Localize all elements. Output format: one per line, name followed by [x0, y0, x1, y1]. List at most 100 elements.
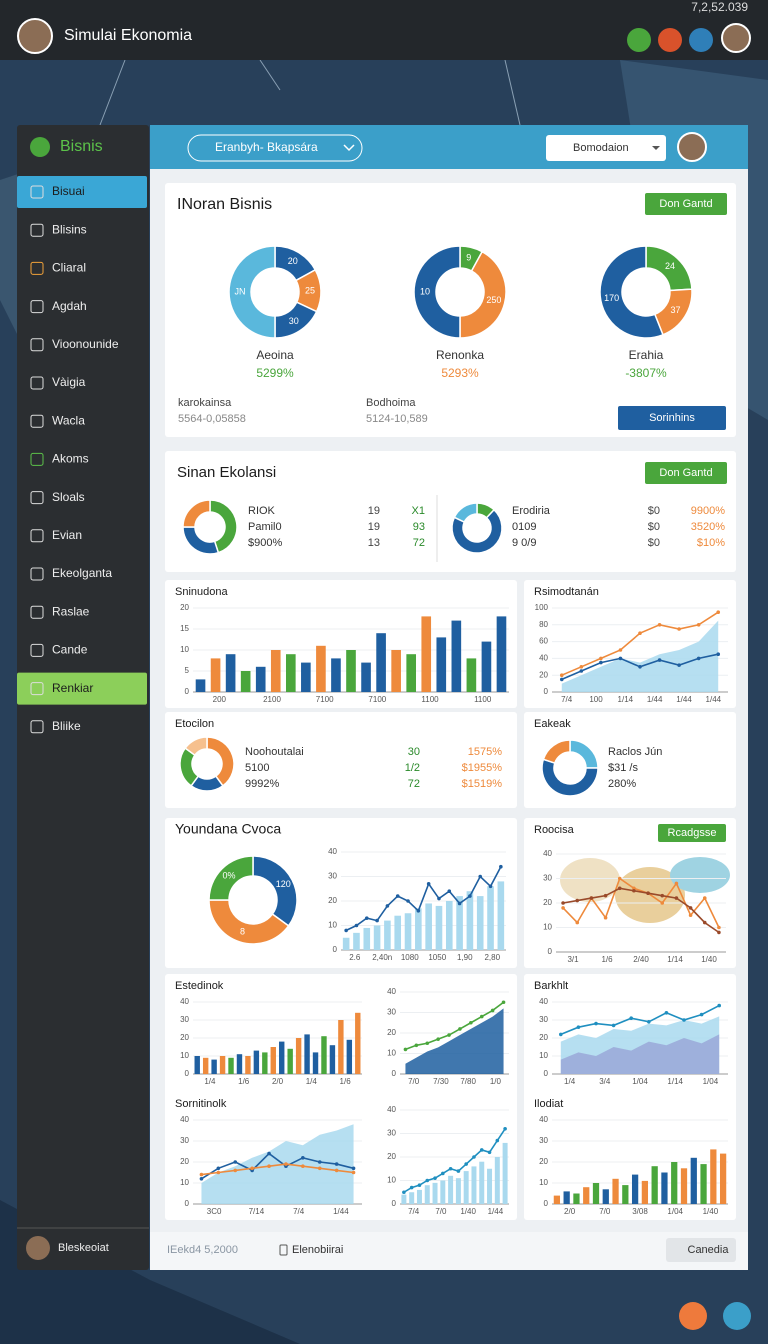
avatar[interactable]	[17, 18, 53, 54]
x-tick-label: 200	[213, 695, 227, 704]
bar	[394, 915, 402, 950]
point	[594, 1021, 598, 1026]
y-tick-label: 40	[180, 1115, 189, 1124]
card-button-label[interactable]: Rcadgsse	[668, 827, 717, 839]
nav-item[interactable]: Vioonounide	[52, 337, 119, 351]
bar	[287, 1048, 293, 1074]
y-tick-label: 0	[544, 1069, 549, 1078]
nav-item[interactable]: Agdah	[52, 299, 87, 313]
x-tick-label: 1/44	[488, 1207, 504, 1216]
point	[334, 1168, 339, 1173]
primary-button[interactable]	[618, 406, 726, 430]
donut-slice	[208, 855, 254, 901]
y-tick-label: 0	[544, 1199, 549, 1208]
legend-text: $31 /s	[608, 762, 638, 774]
x-tick-label: 1/04	[667, 1207, 683, 1216]
file-name: Elenobiirai	[292, 1244, 343, 1256]
x-tick-label: 7/0	[599, 1207, 611, 1216]
legend-text: 13	[368, 537, 380, 549]
fab[interactable]	[679, 1302, 707, 1330]
primary-button-label[interactable]: Sorinhins	[649, 412, 695, 424]
legend-text: $10%	[697, 537, 725, 549]
donut-caption: Aeoina	[256, 348, 294, 362]
point	[479, 1014, 484, 1019]
point	[490, 1008, 495, 1013]
card-button[interactable]	[645, 462, 727, 484]
y-tick-label: 20	[328, 896, 337, 905]
bar	[301, 662, 311, 692]
bar	[456, 896, 463, 950]
point	[284, 1162, 288, 1166]
search-text[interactable]: Eranbyh- Bkapsára	[215, 140, 318, 154]
nav-item[interactable]: Raslae	[52, 604, 90, 618]
icon-button[interactable]	[627, 28, 651, 52]
avatar[interactable]	[677, 132, 707, 162]
card-title: Sornitinolk	[175, 1098, 227, 1110]
point	[472, 1155, 476, 1159]
x-tick-label: 7100	[368, 695, 386, 704]
select-text[interactable]: Bomodaion	[573, 142, 629, 154]
bar	[225, 654, 236, 692]
nav-item[interactable]: Sloals	[52, 490, 85, 504]
footer-button[interactable]	[666, 1238, 736, 1262]
bar	[583, 1187, 590, 1204]
bar	[661, 1172, 668, 1204]
avatar[interactable]	[721, 23, 751, 53]
nav-active[interactable]	[17, 176, 147, 208]
x-tick-label: 1/0	[490, 1077, 502, 1086]
legend-text: RIOK	[248, 505, 276, 517]
nav-item[interactable]: Ekeolganta	[52, 566, 112, 580]
point	[414, 1043, 419, 1048]
bar	[331, 658, 341, 692]
y-tick-label: 20	[180, 1157, 189, 1166]
nav-item[interactable]: Wacla	[52, 413, 85, 427]
donut-slice	[184, 736, 208, 757]
x-tick-label: 3/08	[632, 1207, 648, 1216]
nav-item[interactable]: Renkiar	[52, 681, 93, 695]
legend-text: $1955%	[462, 762, 503, 774]
card-button[interactable]	[645, 193, 727, 215]
card-button-label[interactable]: Don Gantd	[659, 198, 712, 210]
donut-slice	[252, 855, 298, 927]
bar	[346, 650, 356, 692]
point	[647, 1020, 651, 1024]
icon-button[interactable]	[689, 28, 713, 52]
donut-caption: Erahia	[629, 348, 664, 362]
bar	[471, 1166, 477, 1204]
slice-label: 170	[604, 293, 619, 303]
card-button-label[interactable]: Don Gantd	[659, 467, 712, 479]
bar	[376, 633, 386, 692]
nav-item[interactable]: Vàigia	[52, 375, 86, 389]
card-title: Barkhlt	[534, 980, 568, 992]
x-tick-label: 1100	[474, 695, 492, 704]
nav-item[interactable]: Bisuai	[52, 184, 85, 198]
legend-text: 5100	[245, 762, 269, 774]
select[interactable]	[546, 135, 666, 161]
point	[638, 631, 642, 635]
bar	[409, 1192, 415, 1204]
search-box[interactable]	[187, 134, 363, 162]
point	[559, 673, 564, 677]
bar	[680, 1168, 688, 1204]
point	[599, 656, 603, 661]
point	[456, 1169, 461, 1173]
nav-active[interactable]	[17, 672, 147, 705]
nav-item[interactable]: Akoms	[52, 452, 89, 466]
nav-item[interactable]: Bliike	[52, 719, 81, 733]
avatar[interactable]	[26, 1236, 50, 1260]
map-shape	[670, 857, 730, 893]
nav-item[interactable]: Cliaral	[52, 261, 86, 275]
nav-item[interactable]: Blisins	[52, 222, 87, 236]
point	[660, 901, 665, 905]
legend-text: 93	[413, 521, 425, 533]
footer-button-label[interactable]: Canedia	[688, 1244, 730, 1256]
card-button[interactable]	[658, 824, 726, 842]
point	[717, 1003, 721, 1008]
bar	[476, 896, 484, 950]
bar	[496, 616, 507, 692]
nav-item[interactable]: Evian	[52, 528, 82, 542]
bar	[373, 925, 381, 950]
fab[interactable]	[723, 1302, 751, 1330]
nav-item[interactable]: Cande	[52, 643, 88, 657]
icon-button[interactable]	[658, 28, 682, 52]
